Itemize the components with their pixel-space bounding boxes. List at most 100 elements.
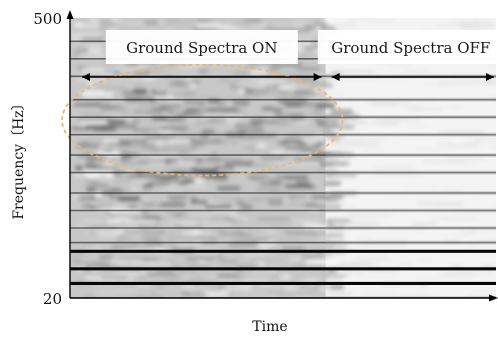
texture-streak (155, 87, 177, 92)
texture-streak (112, 178, 131, 183)
texture-streak (141, 173, 158, 177)
texture-streak (330, 129, 367, 131)
texture-streak (489, 64, 496, 66)
texture-streak (159, 126, 188, 131)
texture-streak (408, 107, 442, 111)
texture-streak (73, 279, 98, 283)
texture-streak (284, 147, 314, 151)
texture-streak (375, 112, 418, 116)
texture-streak (233, 222, 244, 227)
segment-arrow-head-right (486, 73, 494, 81)
texture-streak (94, 204, 115, 208)
texture-streak (108, 125, 137, 128)
texture-streak (457, 70, 494, 72)
texture-streak (175, 142, 195, 147)
texture-streak (183, 234, 201, 237)
texture-streak (74, 103, 101, 107)
texture-streak (278, 92, 309, 95)
texture-streak (323, 168, 338, 174)
texture-streak (288, 32, 316, 36)
x-axis-arrowhead (489, 294, 498, 302)
texture-streak (459, 26, 494, 29)
texture-streak (466, 246, 477, 250)
texture-streak (280, 274, 291, 280)
texture-streak (214, 158, 241, 161)
texture-streak (234, 237, 252, 242)
texture-streak (184, 237, 212, 241)
texture-streak (99, 234, 117, 239)
texture-streak (70, 127, 92, 130)
texture-streak (205, 111, 221, 116)
texture-streak (217, 274, 238, 279)
texture-streak (142, 184, 154, 188)
texture-streak (123, 161, 149, 164)
texture-streak (70, 247, 87, 251)
texture-streak (195, 119, 219, 125)
segment-label: Ground Spectra ON (126, 39, 277, 57)
texture-streak (180, 272, 192, 277)
texture-streak (107, 142, 131, 146)
texture-streak (246, 148, 256, 152)
texture-streak (116, 238, 140, 244)
texture-streak (328, 198, 346, 201)
texture-streak (278, 99, 308, 104)
texture-streak (438, 142, 453, 145)
y-axis-label: Frequency〔Hz〕 (11, 96, 27, 219)
texture-streak (309, 182, 322, 185)
texture-streak (273, 108, 283, 113)
texture-streak (84, 92, 113, 98)
texture-streak (74, 173, 82, 177)
texture-streak (256, 189, 282, 191)
texture-streak (295, 198, 327, 203)
texture-streak (115, 272, 146, 275)
texture-streak (237, 197, 263, 203)
texture-streak (140, 93, 165, 97)
texture-streak (76, 145, 107, 149)
texture-streak (118, 196, 141, 201)
texture-streak (313, 117, 327, 121)
texture-streak (316, 104, 335, 109)
texture-streak (213, 197, 244, 202)
texture-streak (219, 287, 252, 291)
y-axis-arrowhead (66, 10, 74, 19)
texture-streak (80, 113, 105, 117)
texture-streak (294, 91, 316, 93)
texture-streak (344, 76, 379, 79)
texture-streak (200, 229, 228, 233)
texture-streak (201, 129, 215, 135)
texture-streak (89, 207, 96, 211)
texture-streak (194, 143, 205, 148)
texture-streak (95, 284, 113, 289)
texture-streak (177, 180, 187, 186)
texture-streak (177, 116, 185, 121)
texture-streak (182, 110, 200, 113)
texture-streak (151, 155, 180, 158)
texture-streak (473, 20, 491, 22)
texture-streak (207, 201, 221, 205)
texture-streak (339, 120, 366, 124)
texture-streak (78, 118, 110, 122)
texture-streak (250, 69, 267, 74)
texture-streak (210, 151, 218, 156)
texture-streak (257, 217, 290, 220)
texture-streak (175, 113, 203, 118)
texture-streak (114, 107, 127, 111)
texture-streak (316, 158, 338, 161)
texture-streak (178, 150, 189, 154)
texture-streak (261, 28, 293, 31)
texture-streak (224, 162, 253, 166)
texture-streak (109, 122, 123, 126)
texture-streak (86, 124, 110, 130)
texture-streak (193, 137, 213, 141)
texture-streak (157, 203, 182, 207)
texture-streak (239, 80, 258, 83)
texture-streak (370, 284, 420, 288)
texture-streak (454, 81, 496, 84)
texture-streak (242, 238, 269, 242)
texture-streak (71, 250, 85, 256)
texture-streak (261, 107, 274, 110)
texture-streak (285, 134, 315, 137)
texture-streak (276, 175, 309, 180)
texture-streak (205, 277, 236, 282)
texture-streak (320, 119, 348, 124)
